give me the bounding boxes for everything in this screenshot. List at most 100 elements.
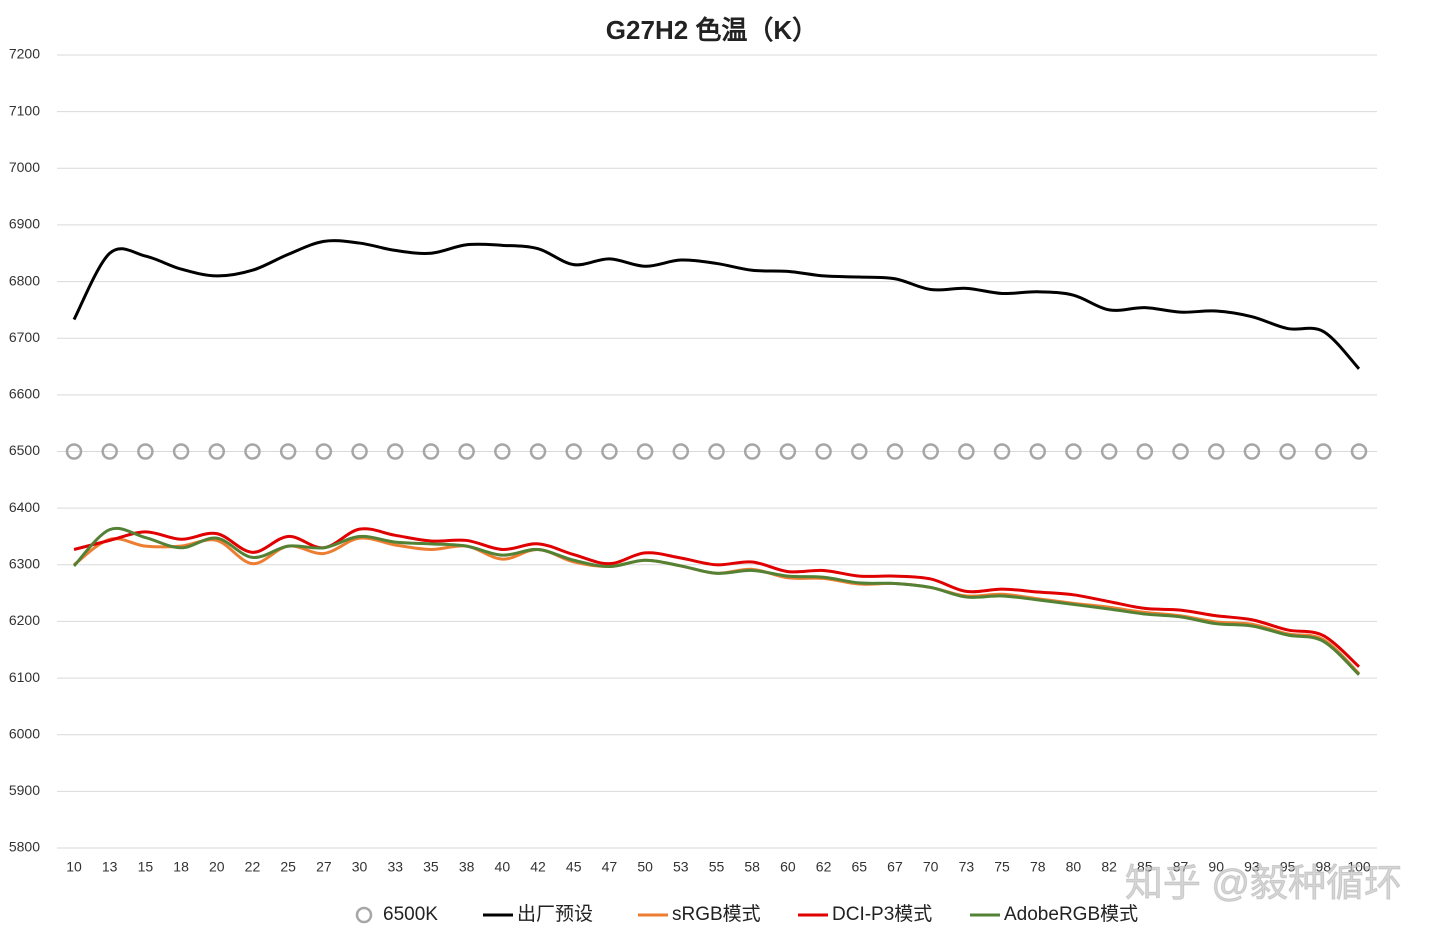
marker	[529, 443, 547, 460]
marker	[1350, 443, 1368, 460]
x-tick-label: 13	[102, 859, 118, 875]
x-tick-label: 62	[816, 859, 832, 875]
x-tick-label: 58	[744, 859, 760, 875]
x-tick-label: 10	[66, 859, 82, 875]
marker	[636, 443, 654, 460]
marker	[565, 443, 582, 460]
x-tick-label: 80	[1066, 859, 1082, 875]
x-tick-label: 15	[138, 859, 154, 875]
x-tick-label: 45	[566, 859, 582, 875]
x-tick-label: 60	[780, 859, 796, 875]
marker	[1029, 443, 1046, 460]
watermark: 知乎 @毅种循环	[1125, 863, 1402, 905]
marker	[1243, 443, 1261, 460]
marker	[1065, 443, 1082, 460]
y-tick-label: 6400	[9, 499, 40, 515]
x-tick-label: 100	[1347, 859, 1371, 875]
marker	[1136, 443, 1154, 460]
y-tick-label: 6600	[9, 386, 40, 402]
marker	[993, 443, 1011, 460]
legend-label: DCI-P3模式	[832, 903, 932, 925]
y-tick-label: 6300	[9, 555, 40, 571]
marker	[351, 443, 368, 460]
marker	[422, 443, 440, 460]
marker	[65, 443, 83, 460]
x-tick-label: 95	[1280, 859, 1296, 875]
x-tick-label: 53	[673, 859, 689, 875]
x-tick-label: 90	[1208, 859, 1224, 875]
x-tick-label: 38	[459, 859, 475, 875]
legend-label: 出厂预设	[517, 903, 593, 925]
chart-title: G27H2 色温（K）	[606, 15, 818, 45]
marker	[244, 443, 261, 460]
x-tick-label: 78	[1030, 859, 1046, 875]
marker	[101, 443, 118, 460]
y-tick-label: 6900	[9, 216, 40, 232]
marker	[208, 443, 226, 460]
x-tick-label: 55	[709, 859, 725, 875]
x-tick-label: 18	[173, 859, 189, 875]
x-tick-label: 50	[637, 859, 653, 875]
y-tick-label: 5900	[9, 782, 40, 798]
y-tick-label: 6200	[9, 612, 40, 628]
marker	[494, 443, 511, 460]
x-tick-label: 27	[316, 859, 332, 875]
x-tick-label: 67	[887, 859, 903, 875]
y-tick-label: 6100	[9, 669, 40, 685]
marker	[886, 443, 904, 460]
y-tick-label: 6800	[9, 272, 40, 288]
marker	[672, 443, 690, 460]
marker	[743, 443, 761, 460]
marker	[1279, 443, 1296, 460]
marker	[279, 443, 297, 460]
series-line	[73, 527, 1361, 668]
marker	[708, 443, 725, 460]
marker	[1172, 443, 1189, 460]
x-tick-label: 33	[387, 859, 403, 875]
x-tick-label: 85	[1137, 859, 1153, 875]
y-tick-label: 7000	[9, 159, 40, 175]
legend-marker	[355, 906, 373, 924]
series-line	[73, 536, 1361, 675]
marker	[815, 443, 832, 460]
marker	[1315, 443, 1332, 460]
x-tick-label: 22	[245, 859, 261, 875]
x-tick-label: 25	[280, 859, 296, 875]
marker	[137, 443, 154, 460]
y-tick-label: 6500	[9, 442, 40, 458]
marker	[1207, 443, 1225, 460]
y-tick-label: 5800	[9, 839, 40, 855]
x-tick-label: 47	[602, 859, 618, 875]
marker	[851, 443, 868, 460]
x-tick-label: 93	[1244, 859, 1260, 875]
marker	[1100, 443, 1118, 460]
marker	[387, 443, 404, 460]
series-line	[72, 526, 1361, 676]
x-tick-label: 70	[923, 859, 939, 875]
x-tick-label: 82	[1101, 859, 1117, 875]
x-tick-label: 35	[423, 859, 439, 875]
legend-label: 6500K	[383, 904, 438, 925]
x-tick-label: 75	[994, 859, 1010, 875]
x-tick-label: 20	[209, 859, 225, 875]
marker	[958, 443, 975, 460]
marker	[315, 443, 333, 460]
y-tick-label: 6000	[9, 725, 40, 741]
marker	[922, 443, 939, 460]
y-tick-label: 7100	[9, 102, 40, 118]
x-tick-label: 65	[851, 859, 867, 875]
x-tick-label: 98	[1316, 859, 1332, 875]
series-line	[72, 239, 1361, 370]
y-tick-label: 6700	[9, 329, 40, 345]
x-tick-label: 30	[352, 859, 368, 875]
legend-label: sRGB模式	[672, 903, 761, 925]
x-tick-label: 40	[495, 859, 511, 875]
marker	[172, 443, 190, 460]
x-tick-label: 42	[530, 859, 546, 875]
marker	[458, 443, 475, 460]
x-tick-label: 87	[1173, 859, 1189, 875]
x-tick-label: 73	[959, 859, 975, 875]
marker	[779, 443, 797, 460]
marker	[601, 443, 618, 460]
